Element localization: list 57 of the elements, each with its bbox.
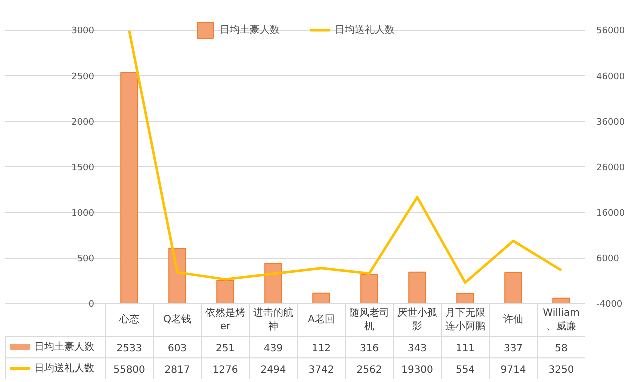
data-label: 316	[360, 343, 380, 354]
data-label: 337	[504, 343, 524, 354]
y2-tick-label: 46000	[596, 72, 626, 82]
y-tick-label: 0	[88, 300, 95, 310]
y-tick-label: 500	[77, 254, 95, 265]
y2-tick-label: -4000	[596, 300, 623, 310]
text: 日均送礼人数	[34, 363, 94, 374]
x-tick-label: Q老钱	[164, 314, 192, 326]
y-tick-label: 3000	[72, 26, 95, 37]
y-tick-label: 1500	[72, 163, 95, 174]
y2-tick-label: 36000	[596, 118, 626, 128]
bar	[408, 272, 426, 304]
data-label: 3742	[308, 364, 334, 376]
x-tick-label: 月下无限连小阿鹏	[446, 308, 486, 332]
data-label: 439	[264, 343, 284, 354]
x-tick-label: 进击的航神	[254, 306, 294, 332]
data-label: 19300	[402, 364, 434, 376]
data-label: 2533	[116, 343, 142, 354]
text: 日均土豪人数	[34, 342, 94, 353]
data-label: 251	[216, 343, 236, 354]
bar	[456, 293, 474, 304]
y-tick-label: 1000	[72, 208, 95, 219]
bar	[264, 263, 282, 304]
data-label: 9714	[500, 364, 526, 376]
legend-label: 日均土豪人数	[220, 24, 280, 37]
x-tick-label: 许仙	[504, 314, 524, 326]
y-tick-label: 2500	[72, 72, 95, 82]
data-label: 3250	[548, 364, 574, 376]
data-label: 554	[456, 364, 476, 376]
data-label: 2562	[356, 364, 382, 376]
data-label: 2494	[260, 364, 286, 376]
bar	[360, 274, 378, 304]
bar	[120, 72, 138, 304]
data-label: 58	[555, 343, 568, 354]
y2-tick-label: 26000	[596, 163, 626, 174]
x-tick-label: 厌世小孤影	[398, 306, 438, 332]
legend-label: 日均送礼人数	[335, 24, 395, 37]
y2-tick-label: 6000	[596, 254, 620, 265]
x-tick-label: William、威廉	[543, 308, 580, 332]
data-label: 111	[456, 343, 476, 354]
bar	[168, 248, 186, 304]
bar	[216, 280, 234, 304]
data-label: 55800	[114, 364, 146, 376]
data-label: 343	[408, 343, 428, 354]
x-tick-label: A老回	[308, 314, 335, 326]
y-tick-label: 2000	[72, 118, 95, 128]
x-tick-label: 心态	[118, 314, 140, 326]
bar	[312, 292, 330, 304]
y2-tick-label: 56000	[596, 26, 626, 37]
data-label: 603	[168, 343, 188, 354]
x-tick-label: 随风老司机	[350, 306, 390, 332]
data-label: 112	[312, 343, 332, 354]
data-label: 1276	[212, 364, 238, 376]
y2-tick-label: 16000	[596, 208, 626, 219]
bar	[504, 272, 522, 304]
x-tick-label: 依然是烤er	[206, 306, 246, 332]
data-label: 2817	[164, 364, 190, 376]
